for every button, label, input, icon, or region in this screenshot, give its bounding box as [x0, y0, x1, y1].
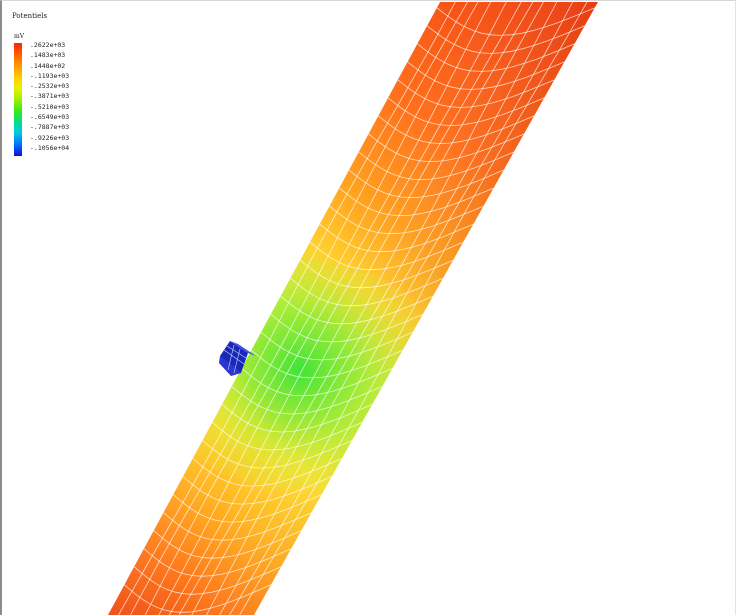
legend-label: -.1056e+04 [30, 143, 70, 152]
plot-title: Potentiels [12, 12, 48, 20]
mesh-grid-lines [118, 2, 595, 615]
legend-labels: .2622e+03 .1483e+03 .1448e+02 -.1193e+03… [30, 40, 69, 153]
legend-label: .1448e+02 [30, 61, 66, 70]
legend-unit: mV [14, 33, 25, 40]
legend-label: .2622e+03 [30, 41, 66, 49]
legend-label: -.2532e+03 [30, 82, 70, 91]
anode-top [230, 341, 256, 356]
anode-block [219, 341, 256, 376]
anode-front [219, 356, 241, 376]
legend-label: -.1193e+03 [30, 71, 70, 80]
color-legend: mV .2622e+03 .1483e+03 .1448e+02 -.1193e… [12, 33, 69, 156]
legend-label: -.5210e+03 [30, 102, 70, 111]
legend-color-bar [14, 43, 22, 156]
legend-label: .1483e+03 [30, 51, 66, 60]
legend-label: -.9226e+03 [30, 133, 70, 142]
legend-label: -.6549e+03 [30, 113, 70, 122]
legend-label: -.7887e+03 [30, 123, 70, 132]
legend-label: -.3871e+03 [30, 92, 70, 101]
